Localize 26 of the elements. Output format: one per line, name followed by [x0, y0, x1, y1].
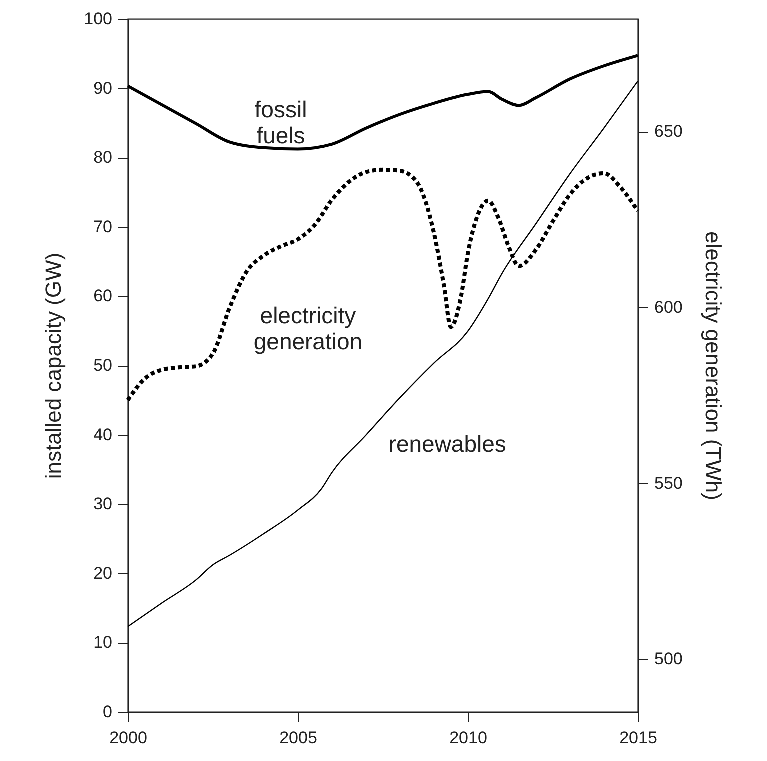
series-label: fossil fuels — [254, 96, 308, 148]
y-tick-label: 40 — [94, 425, 112, 444]
x-tick-label: 2015 — [620, 728, 658, 748]
y-tick-label: 60 — [94, 286, 112, 306]
series-label: renewables — [388, 431, 506, 458]
y-axis-title: installed capacity (GW) — [41, 252, 66, 480]
y2-axis-title: electricity generation (TWh) — [700, 232, 726, 500]
y-tick-label: 0 — [103, 702, 112, 722]
y-tick-label: 50 — [94, 356, 112, 375]
y-tick-label: 30 — [94, 494, 112, 514]
y-tick-label: 80 — [94, 148, 112, 168]
y-tick-label: 90 — [94, 78, 112, 98]
line-series — [126, 54, 640, 151]
y-tick-label: 100 — [84, 10, 112, 28]
y2-tick-label: 500 — [654, 650, 683, 669]
y-tick-label: 70 — [94, 217, 112, 236]
x-tick-label: 2010 — [450, 728, 488, 748]
x-tick-label: 2005 — [280, 728, 318, 748]
y2-tick-label: 550 — [654, 474, 683, 493]
y2-tick-label: 650 — [654, 122, 683, 142]
y-tick-label: 20 — [94, 564, 112, 583]
y2-tick-label: 600 — [654, 298, 683, 317]
series-label: electricity generation — [254, 302, 363, 354]
line-series — [127, 80, 639, 628]
x-tick-label: 2000 — [110, 728, 148, 748]
y-tick-label: 10 — [94, 633, 112, 652]
